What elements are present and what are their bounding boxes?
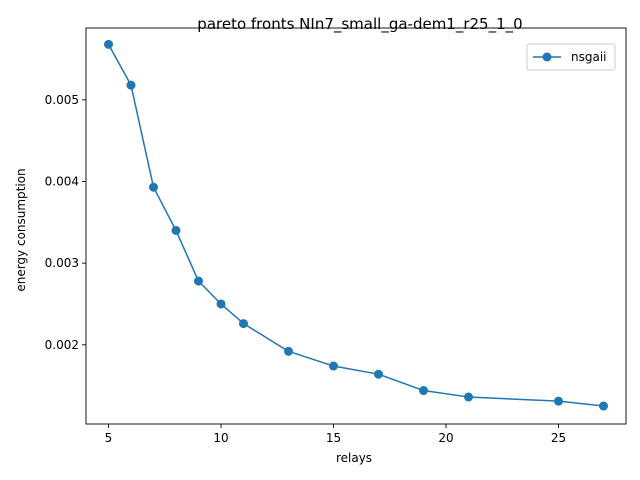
- plot-frame: [85, 27, 627, 425]
- data-point: [149, 182, 158, 192]
- y-axis: 0.002 0.003 0.004 0.005: [45, 93, 86, 352]
- data-point: [126, 80, 136, 90]
- x-axis: 5 10 15 20 25: [105, 424, 566, 445]
- data-point: [374, 369, 383, 379]
- data-point: [284, 346, 293, 356]
- data-point: [104, 39, 113, 49]
- plot-area: [104, 39, 608, 411]
- x-axis-label: relays: [336, 451, 372, 465]
- data-point: [419, 386, 428, 396]
- series-line-nsgaii: [107, 43, 604, 407]
- data-point: [464, 392, 473, 402]
- legend-box: [526, 43, 616, 71]
- legend: nsgaii: [526, 43, 616, 71]
- x-tick-label: 5: [105, 431, 113, 445]
- data-point: [329, 361, 338, 371]
- data-point: [239, 319, 248, 329]
- legend-label-nsgaii: nsgaii: [571, 50, 607, 64]
- x-tick-label: 10: [213, 431, 228, 445]
- data-point: [171, 225, 181, 235]
- y-tick-label: 0.004: [45, 175, 79, 189]
- y-tick-label: 0.003: [45, 256, 79, 270]
- data-point: [554, 396, 563, 406]
- legend-marker: [542, 52, 552, 62]
- data-point: [216, 299, 226, 309]
- x-tick-label: 15: [326, 431, 341, 445]
- y-axis-label: energy consumption: [14, 168, 28, 291]
- y-tick-label: 0.005: [45, 93, 79, 107]
- x-tick-label: 20: [438, 431, 453, 445]
- data-point: [194, 276, 203, 286]
- y-tick-label: 0.002: [45, 338, 79, 352]
- x-tick-label: 25: [551, 431, 566, 445]
- chart-title: pareto fronts NIn7_small_ga-dem1_r25_1_0: [197, 15, 522, 34]
- data-point: [599, 401, 608, 411]
